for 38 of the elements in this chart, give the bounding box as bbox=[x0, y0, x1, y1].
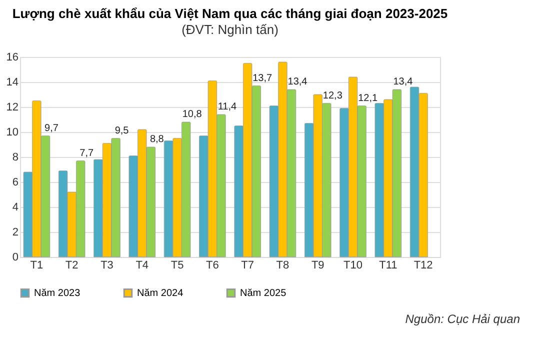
x-tick-label: T7 bbox=[241, 260, 254, 272]
x-tick-label: T4 bbox=[136, 260, 149, 272]
x-tick-label: T9 bbox=[311, 260, 324, 272]
chart-subtitle: (ĐVT: Nghìn tấn) bbox=[182, 22, 278, 37]
x-tick-label: T8 bbox=[276, 260, 290, 272]
data-label: 7,7 bbox=[80, 148, 94, 159]
legend-label: Năm 2025 bbox=[240, 288, 287, 300]
y-tick-label: 4 bbox=[12, 202, 18, 214]
x-tick-label: T5 bbox=[170, 260, 184, 272]
y-tick-label: 0 bbox=[12, 252, 18, 264]
y-tick-label: 16 bbox=[6, 52, 18, 64]
chart-title: Lượng chè xuất khẩu của Việt Nam qua các tháng giai đoạn 2023-2025 bbox=[12, 6, 448, 21]
legend-label: Năm 2024 bbox=[137, 288, 184, 300]
data-label: 13,4 bbox=[288, 76, 308, 88]
data-label: 13,4 bbox=[393, 76, 414, 88]
y-tick-label: 10 bbox=[6, 126, 18, 138]
data-label: 11,4 bbox=[218, 102, 238, 112]
data-label: 9,7 bbox=[44, 122, 59, 134]
x-tick-label: T11 bbox=[379, 260, 398, 272]
y-tick-label: 2 bbox=[12, 226, 18, 238]
data-label: 12,1 bbox=[358, 92, 378, 104]
data-label: 8,8 bbox=[150, 134, 164, 145]
data-label: 13,7 bbox=[252, 72, 273, 84]
data-label: 9,5 bbox=[114, 125, 130, 136]
data-label: 10,8 bbox=[182, 109, 202, 120]
x-tick-label: T2 bbox=[65, 260, 78, 272]
x-tick-label: T12 bbox=[414, 260, 433, 272]
x-tick-label: T10 bbox=[344, 260, 362, 272]
y-tick-label: 8 bbox=[12, 152, 18, 164]
y-tick-label: 12 bbox=[6, 102, 18, 114]
x-tick-label: T3 bbox=[100, 260, 114, 272]
legend-label: Năm 2023 bbox=[34, 288, 81, 300]
y-tick-label: 6 bbox=[12, 176, 18, 188]
x-tick-label: T1 bbox=[30, 260, 44, 272]
data-label: 12,3 bbox=[322, 90, 343, 102]
text: Nguồn: Cục Hải quan bbox=[405, 312, 520, 326]
x-tick-label: T6 bbox=[206, 260, 219, 272]
y-tick-label: 14 bbox=[6, 76, 18, 88]
